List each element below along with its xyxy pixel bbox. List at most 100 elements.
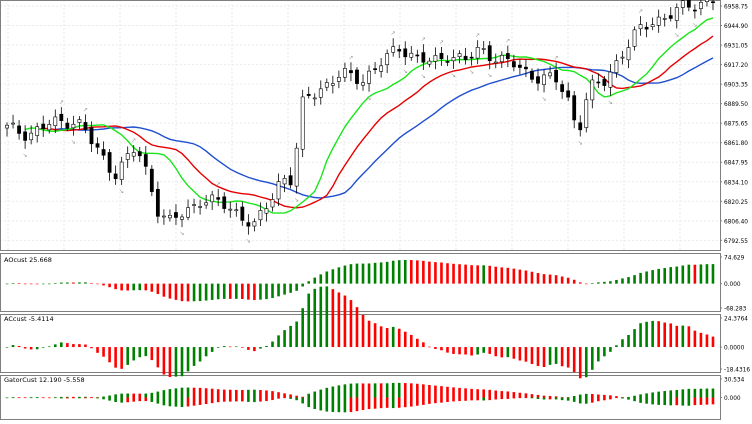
- histogram-bar: [343, 295, 347, 348]
- y-tick-label: 0.0000: [724, 346, 745, 352]
- histogram-bar: [29, 283, 33, 285]
- histogram-bar: [361, 314, 365, 348]
- gator-lower-bar: [66, 397, 69, 399]
- candle-bull: [131, 152, 136, 157]
- gator-lower-bar: [645, 397, 648, 404]
- y-tick-label: 6889.50: [724, 102, 748, 108]
- candle-bear: [524, 66, 528, 70]
- candle-bull: [318, 88, 323, 98]
- histogram-bar: [452, 347, 455, 354]
- gator-upper-bar: [615, 396, 618, 398]
- gator-upper-bar: [204, 388, 208, 398]
- candle-bear: [17, 125, 21, 134]
- y-tick-label: 0.000: [724, 282, 741, 288]
- fractal-up-marker: ↗: [475, 32, 480, 39]
- histogram-bar: [228, 283, 232, 299]
- gator-upper-bar: [591, 394, 594, 398]
- gator-panel[interactable]: 30.534 0.000 GatorCust 12.190 -5.558: [4, 376, 745, 413]
- gator-upper-bar: [313, 391, 317, 398]
- gator-upper-bar: [597, 394, 600, 398]
- gator-upper-bar: [102, 396, 105, 398]
- histogram-bar: [41, 347, 45, 348]
- candle-bear: [23, 131, 28, 141]
- candle-bear: [668, 15, 673, 19]
- gator-lower-bar: [35, 397, 39, 399]
- histogram-bar: [35, 347, 39, 350]
- histogram-bar: [373, 323, 377, 348]
- gator-lower-bar: [675, 397, 679, 406]
- histogram-bar: [518, 269, 522, 284]
- gator-lower-bar: [343, 397, 347, 413]
- gator-lower-bar: [210, 397, 214, 404]
- histogram-bar: [47, 346, 51, 348]
- histogram-bar: [192, 283, 196, 302]
- histogram-bar: [627, 334, 630, 348]
- histogram-bar: [53, 283, 57, 284]
- histogram-bar: [542, 347, 546, 368]
- gator-lower-bar: [536, 397, 540, 399]
- histogram-bar: [35, 283, 39, 285]
- candle-bear: [59, 113, 64, 121]
- fractal-down-marker: ↘: [180, 230, 185, 237]
- histogram-bar: [633, 329, 636, 348]
- y-tick-label: 74.629: [724, 256, 745, 262]
- oscillator-panel-2[interactable]: 24.3764 0.0000 -18.4316 ACcust -5.4114: [4, 286, 750, 379]
- gator-upper-bar: [210, 388, 214, 398]
- gator-upper-bar: [186, 387, 190, 398]
- gator-upper-bar: [114, 394, 117, 398]
- gator-lower-bar: [615, 397, 618, 399]
- gator-upper-bar: [379, 383, 383, 398]
- gator-lower-bar: [289, 397, 292, 399]
- candle-bull: [300, 96, 305, 150]
- gator-upper-bar: [228, 389, 232, 398]
- gator-lower-bar: [452, 397, 455, 402]
- histogram-bar: [494, 266, 498, 284]
- gator-lower-bar: [17, 397, 21, 399]
- main-price-panel[interactable]: ↘↗↘↗↘↗↘↗↘↘↗↘↗↘↗↘↗↘↘↗↘↗↘↗↘↘↗↘↗↘ 6958.7569…: [5, 0, 748, 245]
- gator-lower-bar: [84, 397, 87, 399]
- gator-upper-bar: [428, 385, 431, 398]
- gator-lower-bar: [506, 397, 510, 399]
- gator-lower-bar: [416, 397, 419, 406]
- fractal-down-marker: ↘: [367, 95, 372, 102]
- histogram-bar: [102, 347, 105, 357]
- gator-lower-bar: [60, 397, 63, 399]
- gator-upper-bar: [699, 388, 703, 398]
- candle-bull: [11, 122, 15, 125]
- candle-bull: [367, 70, 371, 84]
- histogram-bar: [566, 277, 570, 284]
- candle-bull: [361, 82, 365, 86]
- gator-lower-bar: [307, 397, 311, 408]
- y-tick-label: -68.283: [724, 307, 747, 313]
- gator-lower-bar: [554, 397, 558, 400]
- candle-bull: [475, 47, 480, 59]
- gator-lower-bar: [518, 397, 522, 399]
- gator-upper-bar: [542, 395, 546, 398]
- gator-lower-bar: [476, 397, 479, 401]
- gator-upper-bar: [512, 392, 516, 398]
- histogram-bar: [295, 321, 298, 348]
- gator-lower-bar: [5, 397, 9, 399]
- gator-upper-bar: [705, 388, 709, 398]
- candle-bull: [385, 53, 390, 66]
- oscillator-panel-1[interactable]: 74.629 0.000 -68.283 AOcust 25.668: [4, 256, 747, 313]
- histogram-bar: [663, 322, 667, 348]
- gator-upper-bar: [651, 392, 654, 398]
- candle-bear: [711, 1, 715, 4]
- histogram-bar: [247, 347, 250, 350]
- histogram-bar: [96, 283, 99, 285]
- candle-bull: [343, 68, 347, 78]
- gator-upper-bar: [657, 391, 660, 398]
- gator-lower-bar: [548, 397, 552, 400]
- gator-upper-bar: [84, 396, 87, 398]
- gator-lower-bar: [446, 397, 449, 402]
- gator-upper-bar: [283, 393, 286, 398]
- fractal-down-marker: ↘: [674, 31, 679, 38]
- gator-upper-bar: [192, 387, 196, 398]
- gator-lower-bar: [434, 397, 437, 404]
- histogram-bar: [168, 347, 172, 378]
- histogram-bar: [578, 347, 582, 379]
- gator-lower-bar: [512, 397, 516, 399]
- candle-bear: [686, 0, 691, 8]
